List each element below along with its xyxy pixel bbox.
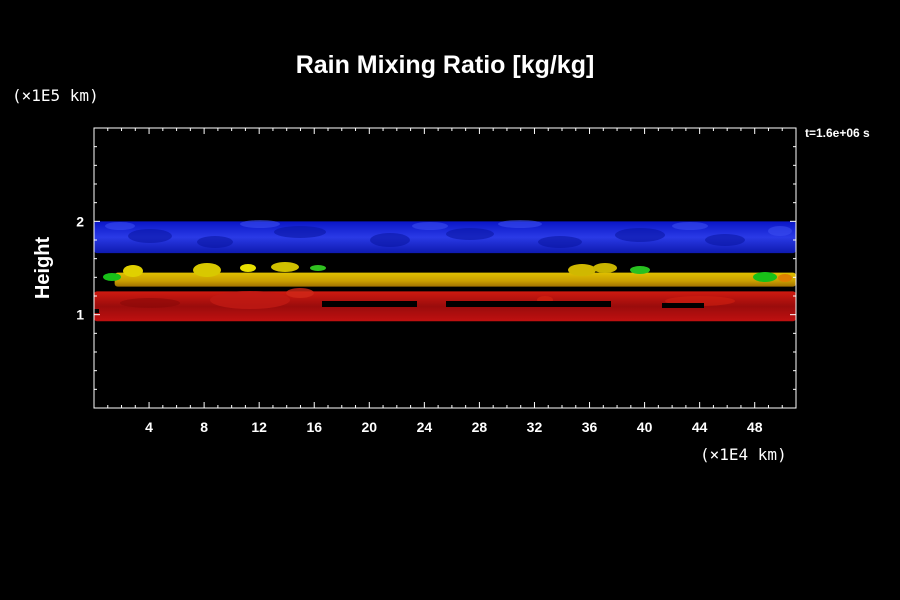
time-label: t=1.6e+06 s — [805, 126, 870, 140]
upper-band-highlights — [105, 220, 792, 236]
x-tick-label: 16 — [306, 419, 322, 435]
detail-layer — [94, 220, 792, 313]
band-middle — [114, 272, 797, 287]
x-axis-unit: (×1E4 km) — [700, 445, 787, 464]
y-tick-label: 2 — [76, 213, 84, 229]
x-tick-label: 40 — [637, 419, 653, 435]
lower-band-gaps — [94, 301, 704, 313]
plot-frame — [93, 127, 797, 409]
x-tick-label: 20 — [362, 419, 378, 435]
x-tick-label: 32 — [527, 419, 543, 435]
y-tick-label: 1 — [76, 307, 84, 323]
y-axis-label: Height — [32, 237, 54, 300]
x-tick-label: 4 — [145, 419, 153, 435]
chart-title: Rain Mixing Ratio [kg/kg] — [296, 51, 595, 79]
x-tick-label: 44 — [692, 419, 708, 435]
x-tick-label: 48 — [747, 419, 763, 435]
x-tick-label: 28 — [472, 419, 488, 435]
x-tick-label: 24 — [417, 419, 433, 435]
y-axis-unit: (×1E5 km) — [12, 86, 99, 105]
x-tick-label: 36 — [582, 419, 598, 435]
upper-band-texture — [128, 226, 745, 248]
x-tick-label: 12 — [251, 419, 267, 435]
band-upper — [94, 221, 796, 254]
middle-band-clusters — [103, 262, 792, 282]
lower-band-texture — [120, 288, 735, 309]
x-tick-label: 8 — [200, 419, 208, 435]
